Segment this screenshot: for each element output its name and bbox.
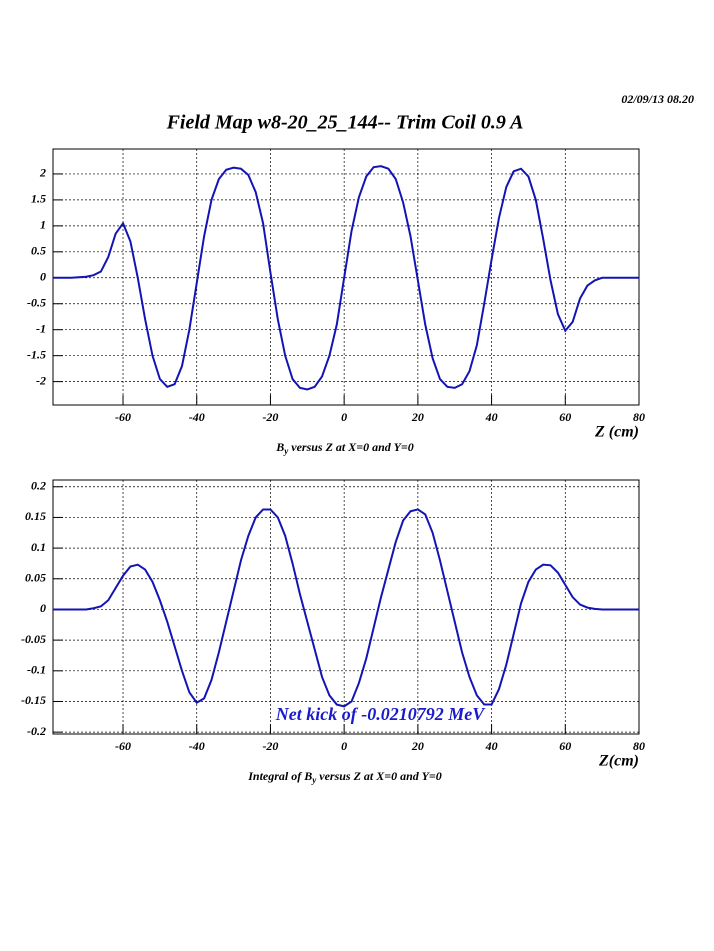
caption-part: versus Z at X=0 and Y=0 xyxy=(316,769,441,783)
plot-frame xyxy=(52,479,640,735)
caption-part: y xyxy=(311,775,317,785)
x-tick-label: 60 xyxy=(559,410,571,424)
y-tick-label: 2 xyxy=(39,166,46,180)
y-tick-label: 0 xyxy=(40,601,46,615)
y-tick-label: 1 xyxy=(40,218,46,232)
date: 02/09/13 08.20 xyxy=(621,92,694,106)
y-tick-label: -0.05 xyxy=(21,632,46,646)
x-axis-title: Z(cm) xyxy=(598,753,639,770)
caption: By versus Z at X=0 and Y=0 xyxy=(275,440,413,456)
y-tick-label: 0.05 xyxy=(25,571,46,585)
y-tick-label: 1.5 xyxy=(31,192,46,206)
y-tick-label: -1 xyxy=(36,321,46,335)
x-tick-label: 40 xyxy=(485,410,498,424)
y-tick-label: 0 xyxy=(40,270,46,284)
x-tick-label: -40 xyxy=(189,410,205,424)
caption-part: B xyxy=(275,440,284,454)
y-tick-label: -0.15 xyxy=(21,693,46,707)
x-tick-label: 80 xyxy=(633,739,645,753)
plot-frame xyxy=(52,148,640,406)
x-tick-label: 40 xyxy=(485,739,498,753)
x-tick-label: 80 xyxy=(633,410,645,424)
y-tick-label: 0.1 xyxy=(31,540,46,554)
x-tick-label: -60 xyxy=(115,410,131,424)
y-tick-label: -1.5 xyxy=(27,347,46,361)
y-tick-label: -0.2 xyxy=(27,724,46,738)
x-tick-label: -60 xyxy=(115,739,131,753)
x-tick-label: -40 xyxy=(189,739,205,753)
data-line xyxy=(53,508,639,708)
x-tick-label: 20 xyxy=(411,739,424,753)
x-tick-label: -20 xyxy=(262,410,278,424)
x-axis-title: Z (cm) xyxy=(594,424,639,441)
y-tick-label: 0.2 xyxy=(31,478,46,492)
caption: Integral of By versus Z at X=0 and Y=0 xyxy=(247,769,441,785)
x-tick-label: 60 xyxy=(559,739,571,753)
main-title: Field Map w8-20_25_144-- Trim Coil 0.9 A xyxy=(166,112,524,134)
caption-part: Integral of B xyxy=(247,769,312,783)
caption-part: versus Z at X=0 and Y=0 xyxy=(288,440,413,454)
annotation: Net kick of -0.0210792 MeV xyxy=(275,704,486,724)
y-tick-label: 0.15 xyxy=(25,509,46,523)
x-tick-label: -20 xyxy=(262,739,278,753)
y-tick-label: -2 xyxy=(36,373,46,387)
y-tick-label: -0.1 xyxy=(27,663,46,677)
caption-part: y xyxy=(283,446,289,456)
x-tick-label: 0 xyxy=(341,410,347,424)
y-tick-label: -0.5 xyxy=(27,295,46,309)
x-tick-label: 0 xyxy=(341,739,347,753)
data-line xyxy=(53,165,639,391)
y-tick-label: 0.5 xyxy=(31,244,46,258)
x-tick-label: 20 xyxy=(411,410,424,424)
